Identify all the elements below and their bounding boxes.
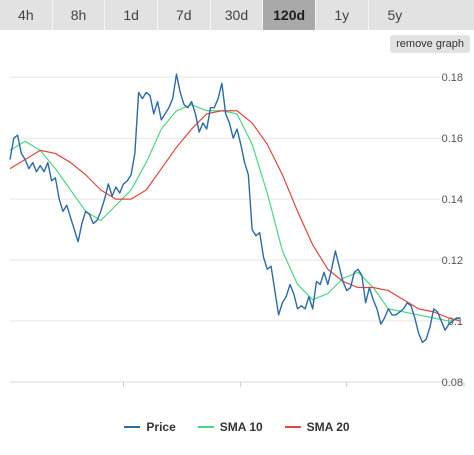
legend-label: Price <box>146 420 176 434</box>
legend-item-sma-20[interactable]: SMA 20 <box>284 420 350 434</box>
price-chart: 0.080.10.120.140.160.18 Jan '26Feb '26Ma… <box>9 72 465 392</box>
grid-lines <box>10 76 464 383</box>
tab-30d[interactable]: 30d <box>211 0 264 30</box>
tab-5y[interactable]: 5y <box>387 7 403 23</box>
legend-label: SMA 10 <box>219 420 263 434</box>
x-tick-label: Feb '26 <box>223 391 259 392</box>
y-tick-label: 0.12 <box>442 255 463 267</box>
series-lines <box>9 73 461 344</box>
tab-1y[interactable]: 1y <box>316 0 369 30</box>
remove-graph-button[interactable]: remove graph <box>390 35 470 53</box>
legend-label: SMA 20 <box>306 420 350 434</box>
timeframe-tabs: 4h 8h 1d 7d 30d 120d 1y 5y <box>0 0 474 30</box>
x-tick-label: Mar '26 <box>329 391 365 392</box>
x-tick-label: Jan '26 <box>106 391 141 392</box>
series-line-sma-20 <box>9 110 461 322</box>
y-tick-label: 0.16 <box>442 133 463 145</box>
y-tick-label: 0.18 <box>442 72 463 84</box>
y-axis-ticks: 0.080.10.120.140.160.18 <box>442 72 463 389</box>
tab-1d[interactable]: 1d <box>105 0 158 30</box>
series-line-sma-10 <box>9 104 461 322</box>
tab-8h[interactable]: 8h <box>53 0 106 30</box>
y-tick-label: 0.14 <box>442 194 463 206</box>
tab-7d[interactable]: 7d <box>158 0 211 30</box>
legend-swatch <box>197 426 214 428</box>
series-line-price <box>9 73 461 344</box>
tab-4h[interactable]: 4h <box>0 0 53 30</box>
tab-120d[interactable]: 120d <box>263 0 316 30</box>
x-axis-ticks: Jan '26 Feb '26 Mar '26 Apr '26 <box>106 382 465 392</box>
x-tick-label: Apr '26 <box>428 391 463 392</box>
legend-item-price[interactable]: Price <box>124 420 176 434</box>
legend-swatch <box>124 426 141 428</box>
y-tick-label: 0.08 <box>442 377 463 389</box>
chart-legend: Price SMA 10 SMA 20 <box>0 420 474 434</box>
legend-item-sma-10[interactable]: SMA 10 <box>197 420 263 434</box>
legend-swatch <box>284 426 301 428</box>
